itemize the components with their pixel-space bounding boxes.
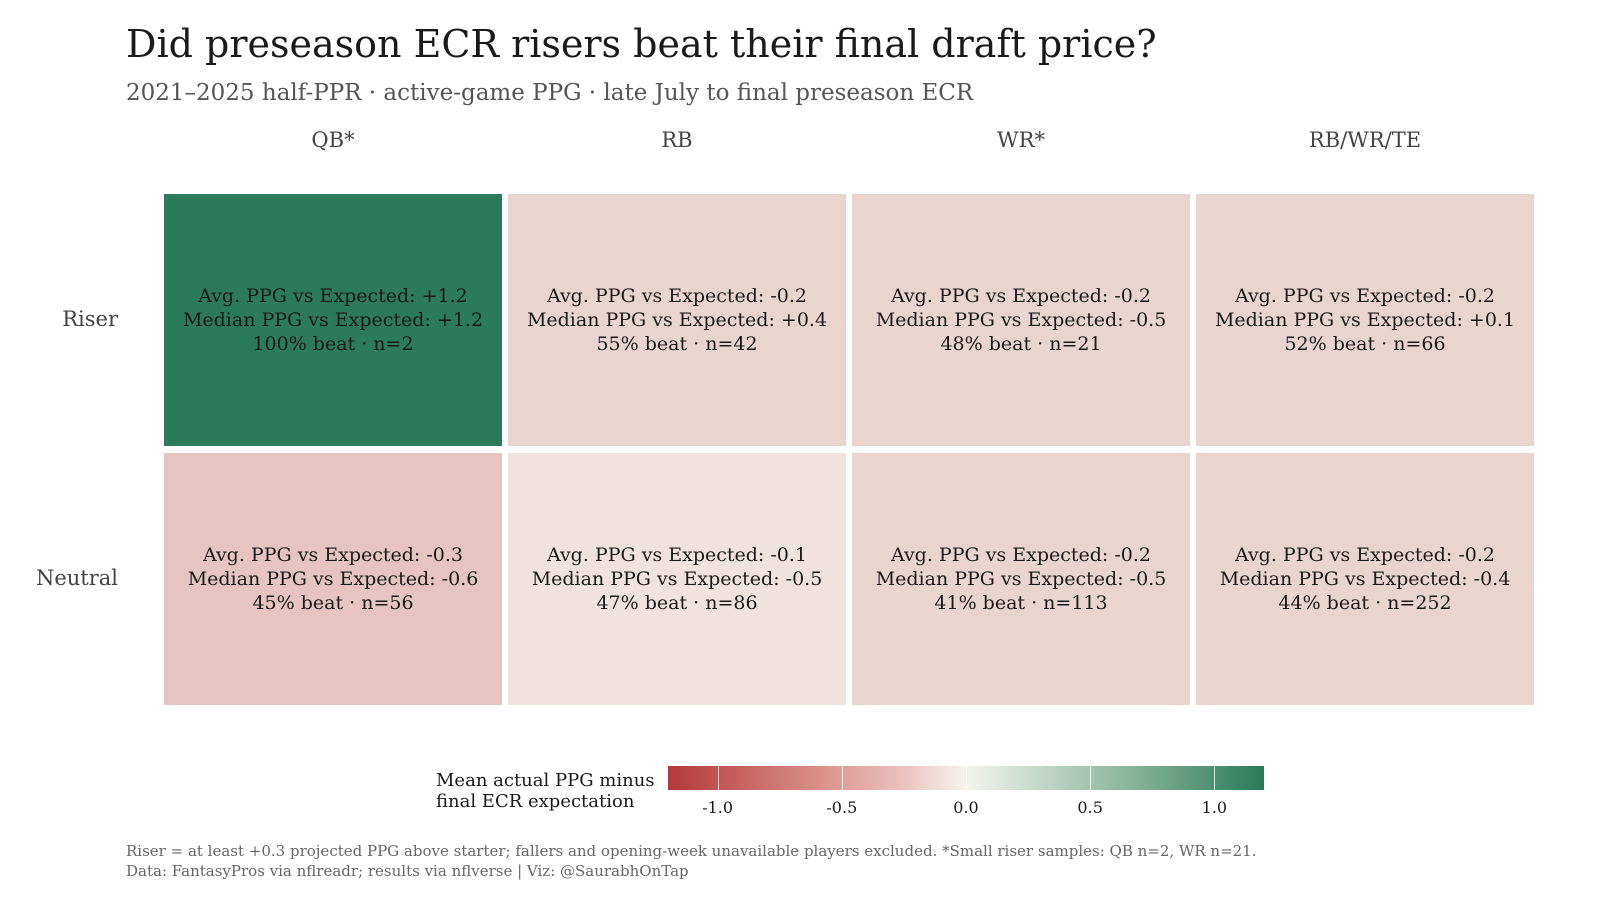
cell-median-label: Median PPG vs Expected: -0.5: [875, 568, 1167, 590]
cell-avg-label: Avg. PPG vs Expected: -0.2: [891, 544, 1151, 566]
cell-median-label: Median PPG vs Expected: +0.4: [526, 309, 828, 331]
legend-tick-mark: [717, 766, 719, 790]
heatmap-cell-riser-wr: Avg. PPG vs Expected: -0.2 Median PPG vs…: [852, 194, 1190, 446]
heatmap-cell-riser-flex: Avg. PPG vs Expected: -0.2 Median PPG vs…: [1196, 194, 1534, 446]
legend-tick-mark: [841, 766, 843, 790]
row-header-riser: Riser: [62, 307, 118, 331]
cell-beat-label: 55% beat · n=42: [596, 333, 758, 355]
heatmap-cell-riser-rb: Avg. PPG vs Expected: -0.2 Median PPG vs…: [508, 194, 846, 446]
cell-beat-label: 48% beat · n=21: [940, 333, 1102, 355]
column-header-qb: QB*: [311, 128, 355, 152]
cell-avg-label: Avg. PPG vs Expected: -0.2: [547, 285, 807, 307]
column-header-wr: WR*: [997, 128, 1045, 152]
chart-subtitle: 2021–2025 half-PPR · active-game PPG · l…: [126, 80, 974, 106]
cell-median-label: Median PPG vs Expected: -0.6: [187, 568, 479, 590]
cell-beat-label: 41% beat · n=113: [934, 592, 1108, 614]
cell-beat-label: 47% beat · n=86: [596, 592, 758, 614]
heatmap-cell-neutral-flex: Avg. PPG vs Expected: -0.2 Median PPG vs…: [1196, 453, 1534, 705]
column-header-flex: RB/WR/TE: [1308, 128, 1422, 152]
legend-title-line-1: Mean actual PPG minus: [436, 770, 655, 791]
heatmap-cell-neutral-rb: Avg. PPG vs Expected: -0.1 Median PPG vs…: [508, 453, 846, 705]
legend-tick-label: 1.0: [1201, 798, 1228, 817]
legend-tick-label: 0.5: [1077, 798, 1103, 817]
cell-avg-label: Avg. PPG vs Expected: +1.2: [198, 285, 468, 307]
legend-tick-label: -1.0: [702, 798, 734, 817]
chart-title: Did preseason ECR risers beat their fina…: [126, 22, 1157, 66]
cell-median-label: Median PPG vs Expected: +1.2: [182, 309, 484, 331]
cell-median-label: Median PPG vs Expected: +0.1: [1214, 309, 1516, 331]
heatmap-cell-neutral-wr: Avg. PPG vs Expected: -0.2 Median PPG vs…: [852, 453, 1190, 705]
row-header-neutral: Neutral: [35, 566, 118, 590]
cell-median-label: Median PPG vs Expected: -0.5: [875, 309, 1167, 331]
legend-title-line-2: final ECR expectation: [436, 791, 635, 812]
legend-tick-mark: [1090, 766, 1092, 790]
cell-median-label: Median PPG vs Expected: -0.4: [1219, 568, 1511, 590]
footnote-source: Data: FantasyPros via nflreadr; results …: [126, 862, 689, 880]
legend-tick-label: -0.5: [826, 798, 858, 817]
cell-avg-label: Avg. PPG vs Expected: -0.1: [547, 544, 807, 566]
cell-avg-label: Avg. PPG vs Expected: -0.2: [891, 285, 1151, 307]
cell-median-label: Median PPG vs Expected: -0.5: [531, 568, 823, 590]
cell-beat-label: 44% beat · n=252: [1278, 592, 1452, 614]
cell-avg-label: Avg. PPG vs Expected: -0.2: [1235, 285, 1495, 307]
cell-beat-label: 45% beat · n=56: [252, 592, 414, 614]
legend-tick-label: 0.0: [953, 798, 979, 817]
footnote-definition: Riser = at least +0.3 projected PPG abov…: [126, 842, 1257, 860]
heatmap-cell-riser-qb: Avg. PPG vs Expected: +1.2 Median PPG vs…: [164, 194, 502, 446]
cell-beat-label: 100% beat · n=2: [252, 333, 414, 355]
column-header-rb: RB: [661, 128, 693, 152]
legend-tick-mark: [1214, 766, 1216, 790]
cell-beat-label: 52% beat · n=66: [1284, 333, 1446, 355]
legend-tick-mark: [966, 766, 967, 790]
heatmap-cell-neutral-qb: Avg. PPG vs Expected: -0.3 Median PPG vs…: [164, 453, 502, 705]
cell-avg-label: Avg. PPG vs Expected: -0.2: [1235, 544, 1495, 566]
cell-avg-label: Avg. PPG vs Expected: -0.3: [203, 544, 463, 566]
legend-title: Mean actual PPG minus final ECR expectat…: [436, 770, 655, 812]
